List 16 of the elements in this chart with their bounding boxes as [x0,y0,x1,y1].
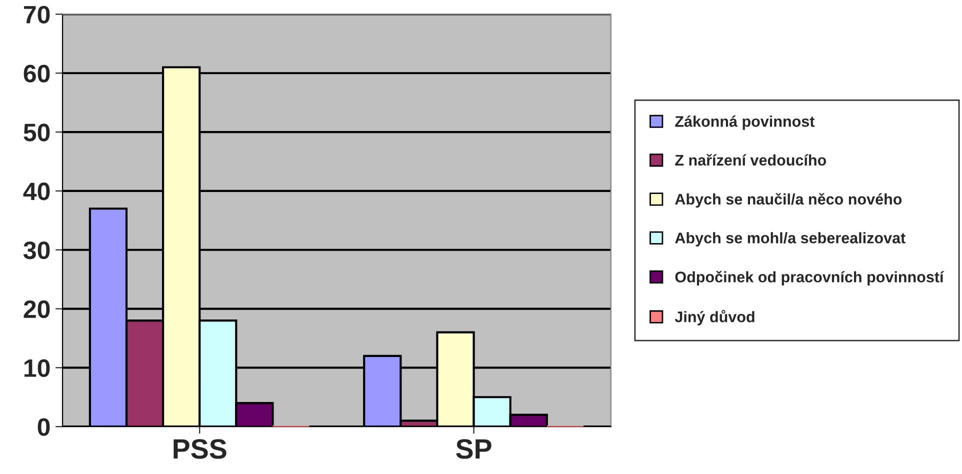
legend-label: Z nařízení vedoucího [675,154,826,166]
y-tick-label: 10 [24,359,50,377]
y-tick-label: 60 [24,64,50,82]
y-tick-label: 30 [23,241,50,260]
legend-label: Abych se mohl/a seberealizovat [675,232,906,246]
y-tick-label: 70 [24,6,50,24]
y-tick-label: 0 [38,418,50,436]
x-tick-label: SP [456,439,492,459]
legend-label: Jiný důvod [674,310,754,326]
legend-label: Odpočinek od pracovních povinností [675,270,944,286]
y-tick-label: 40 [23,182,50,200]
legend-label: Zákonná povinnost [675,115,815,130]
legend-label: Abych se naučil/a něco nového [675,193,902,208]
y-tick-label: 20 [24,300,50,318]
y-tick-label: 50 [24,124,50,142]
x-tick-label: PSS [174,439,226,459]
